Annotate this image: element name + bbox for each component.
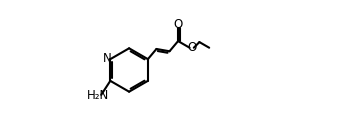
Text: O: O <box>188 41 197 54</box>
Text: N: N <box>103 52 112 65</box>
Text: H₂N: H₂N <box>87 89 109 102</box>
Text: O: O <box>173 18 183 32</box>
